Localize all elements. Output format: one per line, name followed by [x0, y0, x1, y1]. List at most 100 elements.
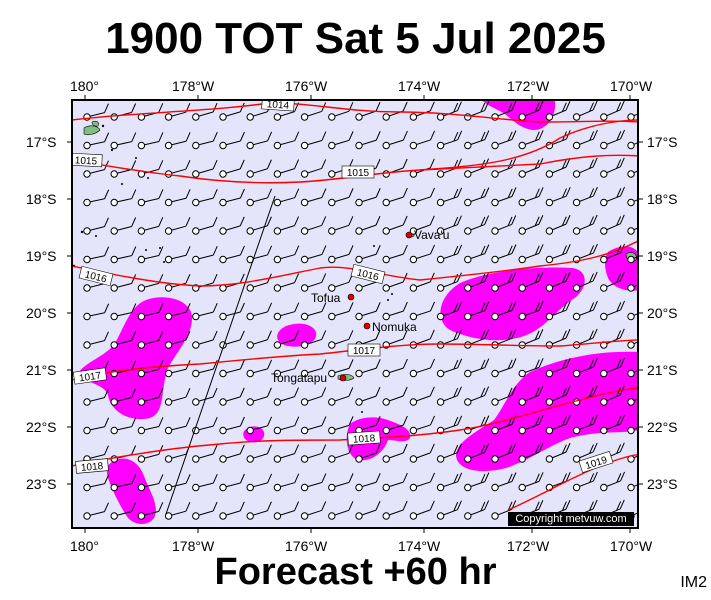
wind-station	[219, 255, 227, 264]
wind-barb-feather	[534, 330, 540, 340]
wind-station	[192, 198, 200, 207]
place-markers: Vava'u Tofua Nomuka Tongatapu	[271, 228, 449, 385]
wind-station	[273, 483, 282, 492]
wind-station	[600, 483, 608, 492]
wind-barb-feather	[589, 273, 594, 283]
wind-barb-feather	[430, 130, 435, 141]
wind-barb-feather	[239, 216, 245, 227]
wind-station	[83, 284, 91, 292]
wind-station	[273, 455, 282, 463]
track-line	[165, 195, 276, 515]
wind-barb-feather	[565, 214, 571, 225]
lat-label-right: 23°S	[647, 476, 678, 492]
wind-station	[436, 312, 445, 321]
wind-station	[83, 198, 91, 207]
wind-barb-feather	[538, 272, 544, 282]
wind-barb-feather	[565, 328, 571, 339]
wind-barb-feather	[592, 157, 598, 168]
wind-station	[83, 512, 91, 520]
wind-station	[219, 198, 227, 207]
wind-barb-feather	[429, 500, 435, 511]
isobar-label: 1015	[75, 155, 98, 167]
wind-station	[219, 227, 227, 235]
wind-barb-feather	[616, 102, 622, 112]
wind-barb-feather	[538, 472, 544, 482]
wind-station	[382, 369, 390, 378]
wind-station	[409, 512, 418, 520]
wind-station	[491, 483, 499, 492]
wind-barb-feather	[619, 442, 625, 453]
map-title: 1900 TOT Sat 5 Jul 2025	[105, 14, 606, 63]
wind-barb-feather	[104, 417, 110, 427]
wind-barb-feather	[104, 217, 109, 227]
wind-station	[246, 312, 254, 321]
wind-barb-feather	[212, 273, 218, 284]
wind-station	[600, 369, 608, 378]
wind-barb-feather	[484, 215, 490, 225]
wind-barb-feather	[647, 272, 651, 281]
wind-barb-feather	[561, 159, 567, 169]
wind-station	[300, 426, 309, 435]
wind-barb-feather	[534, 444, 540, 454]
wind-barb-feather	[484, 472, 490, 482]
fiji-lau-island	[83, 125, 101, 136]
wind-station	[491, 312, 499, 321]
wind-barb-feather	[131, 445, 137, 455]
wind-barb-feather	[267, 416, 273, 427]
wind-barb-feather	[239, 359, 245, 370]
wind-station	[409, 398, 418, 406]
wind-station	[627, 255, 635, 264]
wind-barb-feather	[429, 329, 435, 340]
wind-station	[137, 227, 146, 235]
wind-station	[627, 113, 635, 121]
wind-barb-feather	[507, 245, 513, 256]
wind-barb-feather	[453, 387, 459, 398]
wind-barb-feather	[375, 416, 381, 426]
wind-barb-feather	[457, 101, 462, 111]
wind-station	[219, 170, 227, 178]
wind-station	[273, 369, 282, 378]
wind-barb-feather	[185, 216, 191, 227]
wind-barb-feather	[158, 189, 164, 199]
wind-station	[355, 198, 363, 207]
wind-barb-feather	[620, 357, 626, 368]
wind-station	[518, 483, 526, 492]
wind-station	[273, 512, 282, 520]
wind-barb-feather	[565, 471, 571, 482]
place-label-nomuka: Nomuka	[372, 320, 417, 334]
wind-barb-feather	[589, 330, 594, 340]
wind-barb-feather	[239, 245, 245, 256]
wind-barb-feather	[375, 101, 381, 112]
wind-barb-feather	[534, 302, 540, 312]
wind-barb-feather	[104, 445, 109, 455]
wind-barb-feather	[294, 444, 300, 454]
wind-barb-feather	[511, 472, 517, 482]
wind-barb-feather	[158, 103, 164, 113]
wind-barb-feather	[648, 130, 652, 139]
wind-barb-feather	[375, 188, 381, 198]
wind-barb-feather	[644, 131, 648, 140]
wind-barb-feather	[430, 472, 435, 483]
wind-station	[219, 398, 227, 406]
wind-station	[300, 512, 309, 520]
wind-barb-feather	[592, 414, 598, 425]
wind-station	[300, 398, 309, 406]
wind-barb-feather	[511, 443, 517, 453]
wind-barb-feather	[402, 472, 408, 483]
wind-barb-feather	[185, 159, 191, 170]
wind-station	[627, 426, 635, 435]
wind-station	[219, 483, 227, 492]
wind-barb-feather	[104, 132, 110, 142]
wind-station	[300, 227, 309, 235]
wind-barb-feather	[266, 330, 272, 340]
wind-barb-feather	[294, 330, 300, 340]
wind-barb-feather	[538, 500, 544, 510]
wind-barb-feather	[644, 416, 648, 425]
wind-station	[545, 426, 554, 435]
wind-barb-feather	[507, 216, 513, 227]
wind-barb-feather	[457, 358, 463, 368]
wind-barb-feather	[104, 388, 109, 398]
wind-station	[409, 455, 418, 463]
wind-barb-feather	[616, 416, 622, 426]
wind-barb-feather	[429, 272, 435, 283]
